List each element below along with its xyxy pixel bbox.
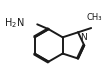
Text: N: N (80, 33, 87, 42)
Text: H$_2$N: H$_2$N (4, 16, 25, 30)
Text: CH₃: CH₃ (87, 13, 102, 22)
